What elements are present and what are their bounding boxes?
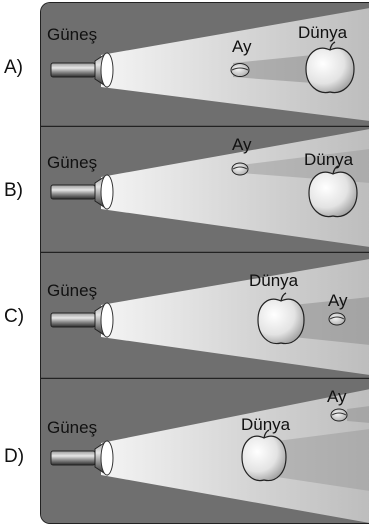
option-c-label[interactable]: C) — [4, 306, 25, 327]
panel-c[interactable]: Güneş Dünya Ay — [41, 253, 369, 379]
flashlight-icon — [50, 302, 114, 338]
earth-apple-icon — [241, 429, 287, 482]
moon-walnut-icon — [330, 408, 348, 422]
panel-a[interactable]: Güneş Ay Dünya — [41, 3, 369, 127]
moon-walnut-icon — [231, 162, 249, 176]
earth-label: Dünya — [304, 150, 354, 169]
flashlight-icon — [50, 174, 114, 210]
moon-shadow — [233, 55, 313, 83]
earth-apple-icon — [305, 41, 355, 94]
moon-walnut-icon — [230, 63, 250, 77]
sun-label: Güneş — [47, 418, 97, 437]
earth-label: Dünya — [249, 271, 299, 290]
moon-label: Ay — [328, 291, 348, 310]
earth-label: Dünya — [298, 23, 348, 42]
sun-label: Güneş — [47, 281, 97, 300]
moon-shadow — [347, 406, 369, 423]
flashlight-icon — [50, 440, 114, 476]
moon-label: Ay — [327, 387, 347, 406]
panel-d[interactable]: Güneş Dünya Ay — [41, 379, 369, 524]
earth-label: Dünya — [241, 415, 291, 434]
panel-b[interactable]: Güneş Ay Dünya — [41, 127, 369, 253]
moon-label: Ay — [232, 37, 252, 56]
earth-apple-icon — [308, 165, 358, 218]
earth-shadow — [277, 429, 369, 491]
options-frame: Güneş Ay Dünya Güneş Ay Dünya — [40, 2, 369, 524]
moon-label: Ay — [232, 135, 252, 154]
moon-walnut-icon — [328, 312, 346, 326]
sun-label: Güneş — [47, 153, 97, 172]
earth-apple-icon — [257, 292, 305, 345]
light-beam — [101, 259, 369, 375]
option-b-label[interactable]: B) — [4, 180, 23, 201]
option-a-label[interactable]: A) — [4, 57, 23, 78]
light-beam — [101, 389, 369, 523]
sun-label: Güneş — [47, 25, 97, 44]
option-d-label[interactable]: D) — [4, 446, 25, 467]
flashlight-icon — [50, 52, 114, 88]
